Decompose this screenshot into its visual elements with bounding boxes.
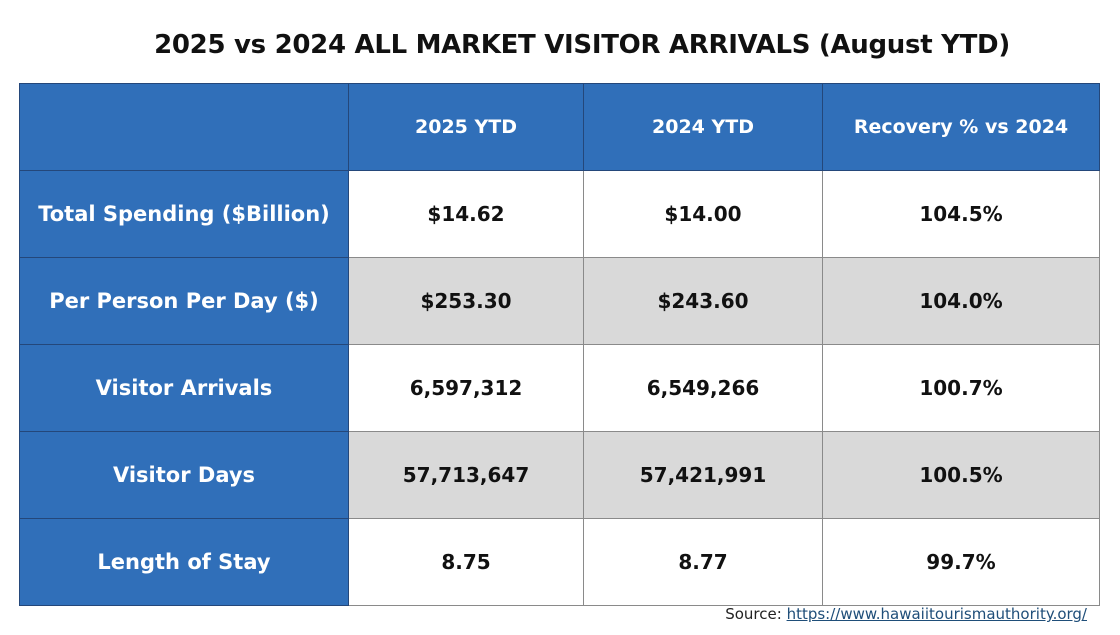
cell-recovery: 99.7% [822,518,1100,606]
source-link[interactable]: https://www.hawaiitourismauthority.org/ [786,605,1087,623]
row-label: Length of Stay [19,518,349,606]
cell-2025: 57,713,647 [348,431,584,519]
cell-recovery: 104.0% [822,257,1100,345]
row-label: Visitor Days [19,431,349,519]
cell-recovery: 100.5% [822,431,1100,519]
column-header-empty [19,83,349,171]
column-header-recovery: Recovery % vs 2024 [822,83,1100,171]
source-note: Source: https://www.hawaiitourismauthori… [725,605,1087,623]
cell-2025: 8.75 [348,518,584,606]
header-row: 2025 YTD 2024 YTD Recovery % vs 2024 [19,83,1100,171]
row-label: Per Person Per Day ($) [19,257,349,345]
cell-2025: $253.30 [348,257,584,345]
data-table: 2025 YTD 2024 YTD Recovery % vs 2024 Tot… [19,83,1100,606]
cell-recovery: 100.7% [822,344,1100,432]
table-row: Total Spending ($Billion) $14.62 $14.00 … [19,170,1100,258]
table-row: Visitor Arrivals 6,597,312 6,549,266 100… [19,344,1100,432]
cell-2024: $14.00 [583,170,823,258]
cell-recovery: 104.5% [822,170,1100,258]
cell-2024: 8.77 [583,518,823,606]
row-label: Visitor Arrivals [19,344,349,432]
row-label: Total Spending ($Billion) [19,170,349,258]
table-row: Visitor Days 57,713,647 57,421,991 100.5… [19,431,1100,519]
cell-2025: $14.62 [348,170,584,258]
table-row: Per Person Per Day ($) $253.30 $243.60 1… [19,257,1100,345]
cell-2024: 6,549,266 [583,344,823,432]
cell-2024: $243.60 [583,257,823,345]
column-header-2025: 2025 YTD [348,83,584,171]
cell-2025: 6,597,312 [348,344,584,432]
cell-2024: 57,421,991 [583,431,823,519]
chart-title: 2025 vs 2024 ALL MARKET VISITOR ARRIVALS… [154,30,1010,60]
column-header-2024: 2024 YTD [583,83,823,171]
table-row: Length of Stay 8.75 8.77 99.7% [19,518,1100,606]
source-prefix: Source: [725,605,787,623]
